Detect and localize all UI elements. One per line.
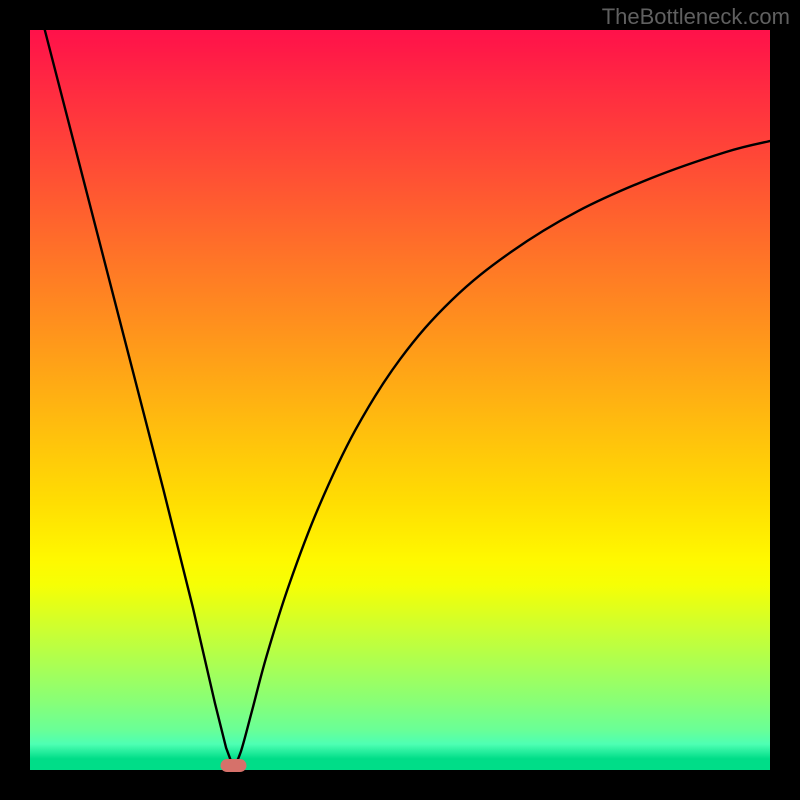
optimal-point-marker: [221, 759, 247, 772]
watermark-text: TheBottleneck.com: [602, 4, 790, 30]
bottleneck-chart: [0, 0, 800, 800]
chart-container: { "watermark": { "text": "TheBottleneck.…: [0, 0, 800, 800]
